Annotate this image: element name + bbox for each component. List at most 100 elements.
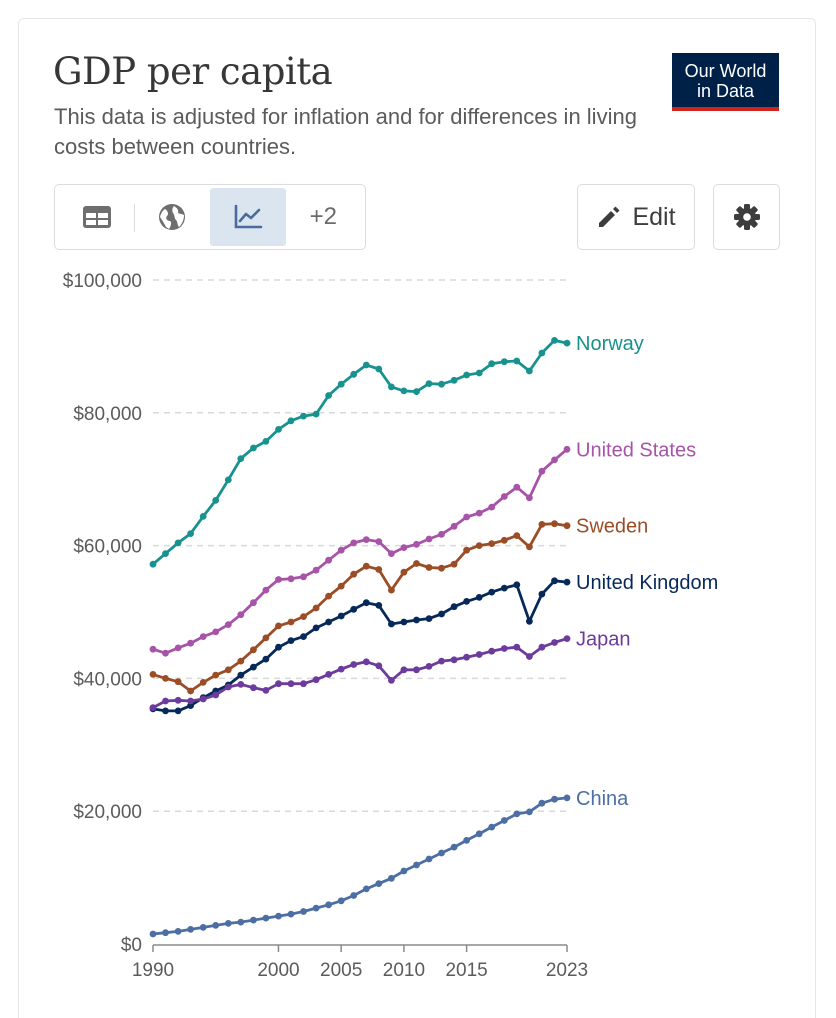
settings-button[interactable] [713, 184, 780, 250]
data-point [337, 665, 345, 673]
x-tick-label: 2010 [383, 960, 425, 981]
y-tick-label: $0 [121, 935, 142, 956]
owid-logo[interactable]: Our World in Data [672, 53, 779, 111]
data-point [362, 658, 370, 666]
data-point [413, 616, 420, 624]
data-point [262, 655, 270, 663]
data-point [388, 677, 395, 684]
data-point [262, 634, 270, 642]
series-line [151, 796, 569, 936]
data-point [149, 671, 157, 678]
data-point [375, 602, 383, 609]
data-point [513, 532, 521, 539]
data-point [500, 817, 508, 824]
globe-icon [159, 204, 186, 230]
series-label: Japan [576, 629, 631, 651]
data-point [325, 618, 332, 626]
chart-card [18, 18, 816, 1018]
data-point [500, 493, 508, 500]
data-point [237, 681, 245, 688]
data-point [450, 376, 458, 384]
series-label: Norway [576, 333, 644, 355]
data-point [488, 823, 496, 831]
data-point [400, 544, 408, 551]
x-tick-label: 1990 [132, 960, 174, 981]
data-point [513, 357, 521, 365]
data-point [400, 666, 408, 674]
data-point [488, 503, 496, 511]
data-point [362, 599, 370, 607]
x-tick-label: 2023 [546, 960, 588, 981]
logo-line-2: in Data [696, 81, 755, 101]
data-point [224, 920, 232, 927]
data-point [551, 795, 558, 803]
data-point [300, 633, 307, 640]
edit-button[interactable]: Edit [577, 184, 695, 250]
data-point [551, 639, 558, 646]
data-point [187, 687, 195, 695]
data-point [538, 643, 546, 651]
tab-table[interactable] [59, 188, 135, 246]
data-point [375, 538, 383, 545]
data-point [237, 455, 245, 462]
data-point [275, 426, 282, 433]
series-line [151, 637, 569, 709]
data-point [463, 546, 470, 554]
data-point [237, 918, 245, 926]
view-tabs: +2 [54, 184, 366, 250]
data-point [375, 365, 383, 373]
data-point [337, 546, 345, 554]
series-line [151, 338, 569, 566]
data-point [174, 539, 182, 547]
data-point [463, 653, 470, 661]
data-point [325, 592, 332, 600]
data-point [262, 687, 270, 694]
x-tick-label: 2015 [445, 960, 487, 981]
data-point [450, 843, 458, 851]
data-point [300, 573, 307, 581]
data-point [450, 560, 458, 568]
line-chart-icon [234, 204, 263, 229]
tab-map[interactable] [135, 188, 211, 246]
series-line [151, 522, 569, 693]
data-point [450, 603, 458, 611]
data-point [551, 520, 558, 528]
data-point [438, 530, 445, 538]
data-point [337, 612, 345, 620]
data-point [187, 530, 195, 537]
data-point [538, 590, 546, 598]
data-point [526, 808, 533, 816]
data-point [162, 675, 169, 682]
data-point [463, 837, 470, 844]
y-tick-label: $40,000 [73, 669, 142, 690]
tab-more[interactable]: +2 [286, 188, 362, 246]
data-point [312, 676, 320, 684]
data-point [224, 621, 232, 628]
data-point [488, 540, 496, 547]
data-point [362, 562, 370, 570]
tab-chart[interactable] [210, 188, 286, 246]
data-point [438, 380, 445, 388]
data-point [149, 645, 157, 653]
data-point [337, 582, 345, 590]
data-point [199, 633, 207, 640]
data-point [275, 576, 282, 583]
data-point [237, 671, 245, 679]
x-tick-label: 2000 [257, 960, 299, 981]
data-point [375, 566, 383, 573]
data-point [438, 849, 445, 857]
data-point [475, 651, 483, 658]
data-point [250, 599, 257, 607]
data-point [149, 560, 157, 568]
data-point [400, 568, 408, 576]
data-point [526, 617, 533, 625]
series-label: China [576, 788, 629, 810]
series-label: United Kingdom [576, 572, 718, 594]
data-point [563, 794, 571, 802]
data-point [312, 624, 320, 632]
data-point [350, 605, 358, 613]
logo-line-1: Our World [684, 61, 767, 81]
data-point [174, 707, 182, 715]
data-point [513, 483, 521, 491]
data-point [250, 444, 257, 452]
